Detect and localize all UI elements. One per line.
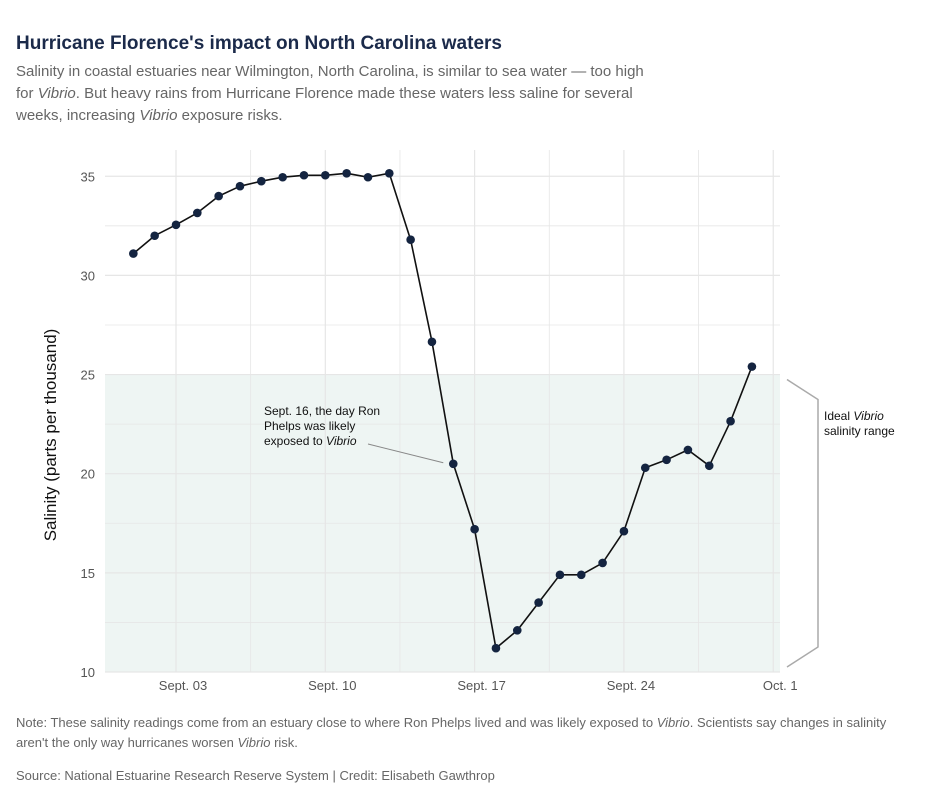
salinity-data-point	[534, 598, 543, 607]
x-tick-label: Sept. 17	[457, 678, 505, 693]
salinity-data-point	[278, 172, 287, 182]
salinity-data-point	[640, 463, 650, 473]
note-text-2: . Scientists say changes in salinity are…	[16, 715, 887, 750]
subtitle-text-3: exposure risks.	[177, 107, 283, 124]
salinity-data-point	[662, 455, 671, 465]
salinity-data-point	[512, 626, 522, 635]
salinity-data-point	[726, 416, 735, 426]
salinity-data-point	[683, 445, 693, 455]
salinity-data-point	[704, 461, 714, 471]
subtitle-italic-1: Vibrio	[37, 85, 76, 102]
x-tick-label: Sept. 24	[607, 678, 655, 693]
y-tick-label: 20	[81, 467, 95, 482]
salinity-data-point	[491, 643, 501, 653]
note-text-3: risk.	[270, 735, 298, 750]
ideal-range-annotation: Ideal Vibrio salinity range	[786, 378, 895, 668]
note-italic-2: Vibrio	[237, 735, 271, 750]
salinity-data-point	[619, 526, 629, 536]
x-tick-label: Sept. 10	[308, 678, 356, 693]
salinity-line-chart: 10 15 20 25 30 35 Sept. 03 Sept. 10 Sept. 17 Sept…	[41, 150, 895, 693]
salinity-data-point	[235, 181, 245, 191]
footnote: Note: These salinity readings come from …	[16, 713, 916, 753]
salinity-data-point	[448, 459, 458, 469]
salinity-data-point	[171, 220, 181, 230]
salinity-data-point	[406, 235, 415, 245]
sept16-annotation-line1: Sept. 16, the day Ron	[264, 404, 380, 418]
note-italic-1: Vibrio	[656, 715, 690, 730]
subtitle-text-2: . But heavy rains from Hurricane Florenc…	[16, 85, 633, 124]
salinity-data-point	[150, 231, 159, 241]
sept16-annotation-text: exposed to	[264, 434, 326, 448]
y-tick-label: 30	[81, 268, 95, 283]
y-tick-label: 10	[81, 665, 95, 680]
sept16-leader-line	[367, 443, 444, 464]
ideal-range-line2: salinity range	[824, 424, 895, 438]
salinity-data-point	[321, 170, 330, 180]
salinity-data-point	[427, 337, 437, 347]
salinity-data-point	[342, 168, 351, 178]
ideal-range-text: Ideal	[824, 409, 853, 423]
salinity-data-point	[747, 362, 757, 371]
salinity-data-point	[193, 208, 202, 218]
note-text-1: Note: These salinity readings come from …	[16, 715, 657, 730]
salinity-data-point	[576, 570, 586, 580]
salinity-data-point	[470, 524, 479, 534]
sept16-annotation-line3: exposed to Vibrio	[264, 434, 357, 448]
subtitle-italic-2: Vibrio	[139, 107, 178, 124]
salinity-data-point	[555, 570, 565, 580]
ideal-range-line1: Ideal Vibrio	[824, 409, 884, 423]
salinity-data-point	[598, 558, 607, 568]
salinity-data-point	[299, 170, 309, 180]
subtitle-text-1: Salinity in coastal estuaries near Wilmi…	[16, 63, 644, 102]
y-tick-label: 25	[81, 368, 95, 383]
salinity-data-point	[385, 168, 394, 178]
chart-subtitle: Salinity in coastal estuaries near Wilmi…	[16, 61, 656, 127]
y-tick-label: 15	[81, 566, 95, 581]
salinity-data-point	[214, 191, 223, 201]
x-tick-label: Sept. 03	[159, 678, 207, 693]
ideal-range-bracket	[786, 378, 819, 668]
salinity-data-point	[363, 172, 373, 182]
x-tick-label: Oct. 1	[763, 678, 798, 693]
y-axis-label: Salinity (parts per thousand)	[41, 329, 60, 542]
chart-title: Hurricane Florence's impact on North Car…	[16, 33, 502, 54]
salinity-data-point	[257, 176, 266, 186]
source-credit: Source: National Estuarine Research Rese…	[16, 768, 495, 783]
sept16-annotation-italic: Vibrio	[326, 434, 357, 448]
sept16-annotation: Sept. 16, the day Ron Phelps was likely …	[264, 404, 444, 464]
salinity-data-point	[129, 249, 138, 258]
y-tick-label: 35	[81, 169, 95, 184]
sept16-annotation-line2: Phelps was likely	[264, 419, 355, 433]
ideal-range-italic: Vibrio	[853, 409, 884, 423]
